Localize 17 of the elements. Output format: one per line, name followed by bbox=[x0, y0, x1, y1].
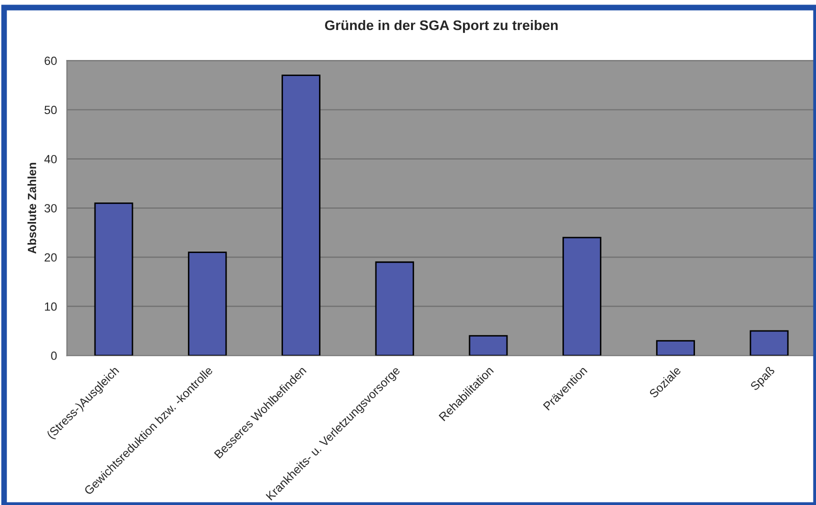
bar bbox=[468, 335, 508, 356]
bar bbox=[282, 74, 320, 356]
bar bbox=[375, 261, 414, 356]
y-tick-label: 30 bbox=[44, 204, 57, 212]
y-tick-label: 50 bbox=[44, 106, 57, 114]
bar bbox=[750, 330, 789, 356]
bar bbox=[94, 202, 134, 356]
y-tick-label: 0 bbox=[51, 352, 57, 360]
bar bbox=[656, 340, 695, 356]
bar bbox=[188, 252, 227, 356]
chart-title: Gründe in der SGA Sport zu treiben bbox=[325, 20, 558, 33]
y-tick-label: 40 bbox=[44, 154, 57, 164]
bar bbox=[562, 236, 602, 356]
y-tick-label: 60 bbox=[44, 56, 57, 65]
y-tick-label: 20 bbox=[44, 253, 57, 262]
y-axis-title: Absolute Zahlen bbox=[28, 162, 36, 254]
y-tick-label: 10 bbox=[44, 302, 57, 311]
